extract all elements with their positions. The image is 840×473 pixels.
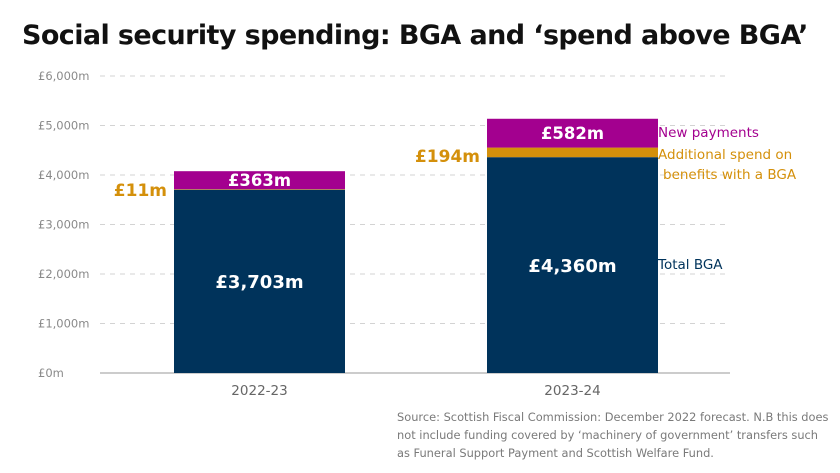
chart-title: Social security spending: BGA and ‘spend…: [22, 20, 808, 51]
y-tick-label: £3,000m: [38, 218, 89, 232]
y-tick-label: £1,000m: [38, 317, 89, 331]
data-label: £11m: [114, 181, 167, 201]
legend-label-additional-spend: Additional spend on: [658, 147, 792, 163]
data-label: £363m: [228, 171, 291, 190]
bar-segment: [174, 171, 345, 190]
bar-segment: [487, 157, 658, 373]
legend-label-new-payments: New payments: [658, 125, 759, 141]
y-tick-label: £0m: [38, 366, 64, 380]
source-line: Source: Scottish Fiscal Commission: Dece…: [397, 410, 829, 424]
legend-label-total-bga: Total BGA: [657, 257, 723, 273]
data-label: £3,703m: [215, 272, 303, 293]
bar-segment: [174, 189, 345, 190]
y-tick-label: £4,000m: [38, 168, 89, 182]
bar-segment: [487, 147, 658, 158]
source-line: as Funeral Support Payment and Scottish …: [397, 446, 714, 460]
x-tick-label: 2023-24: [544, 383, 600, 399]
bar-segment: [174, 189, 345, 373]
y-tick-label: £5,000m: [38, 119, 89, 133]
bar-segment: [487, 118, 658, 148]
data-label: £194m: [415, 147, 480, 167]
y-tick-label: £6,000m: [38, 69, 89, 83]
source-line: not include funding covered by ‘machiner…: [397, 428, 819, 442]
y-tick-label: £2,000m: [38, 267, 89, 281]
data-label: £4,360m: [528, 256, 616, 277]
data-label: £582m: [541, 124, 604, 143]
x-tick-label: 2022-23: [231, 383, 287, 399]
legend-label-additional-spend: benefits with a BGA: [663, 167, 797, 183]
source-note: Source: Scottish Fiscal Commission: Dece…: [397, 408, 833, 462]
